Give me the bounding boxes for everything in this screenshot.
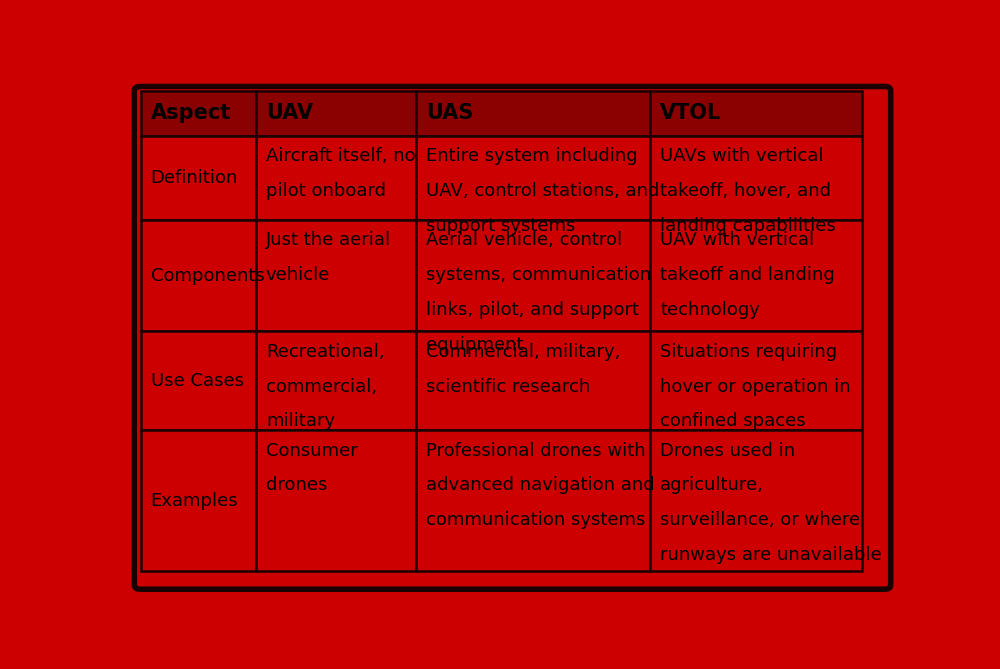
Bar [650, 331, 862, 430]
Bar [650, 430, 862, 571]
Text: UAVs with vertical
takeoff, hover, and
landing capabilities: UAVs with vertical takeoff, hover, and l… [660, 147, 836, 235]
Bar [256, 90, 416, 136]
Text: UAV with vertical
takeoff and landing
technology: UAV with vertical takeoff and landing te… [660, 231, 835, 319]
Text: Recreational,
commercial,
military: Recreational, commercial, military [266, 343, 385, 430]
Text: Entire system including
UAV, control stations, and
support systems: Entire system including UAV, control sta… [426, 147, 659, 235]
Text: Examples: Examples [151, 492, 238, 510]
Text: Aspect: Aspect [151, 103, 231, 123]
Bar [256, 220, 416, 331]
Text: Aircraft itself, no
pilot onboard: Aircraft itself, no pilot onboard [266, 147, 416, 200]
Bar [140, 220, 256, 331]
Bar [416, 220, 650, 331]
Bar [140, 430, 256, 571]
Text: Components: Components [151, 267, 264, 285]
Bar [256, 430, 416, 571]
Text: Just the aerial
vehicle: Just the aerial vehicle [266, 231, 391, 284]
Text: Aerial vehicle, control
systems, communication
links, pilot, and support
equipme: Aerial vehicle, control systems, communi… [426, 231, 651, 354]
Bar [416, 136, 650, 220]
Text: Drones used in
agriculture,
surveillance, or where
runways are unavailable: Drones used in agriculture, surveillance… [660, 442, 882, 564]
Text: UAS: UAS [426, 103, 473, 123]
Text: UAV: UAV [266, 103, 313, 123]
Bar [650, 136, 862, 220]
Bar [416, 430, 650, 571]
Text: Professional drones with
advanced navigation and
communication systems: Professional drones with advanced naviga… [426, 442, 654, 529]
FancyBboxPatch shape [134, 86, 891, 589]
Text: Use Cases: Use Cases [151, 372, 244, 390]
Text: Definition: Definition [151, 169, 238, 187]
Bar [416, 331, 650, 430]
Bar [140, 136, 256, 220]
Bar [650, 90, 862, 136]
Bar [650, 220, 862, 331]
Bar [140, 331, 256, 430]
Bar [416, 90, 650, 136]
Bar [140, 90, 256, 136]
Text: Situations requiring
hover or operation in
confined spaces: Situations requiring hover or operation … [660, 343, 851, 430]
Bar [256, 331, 416, 430]
Text: Commercial, military,
scientific research: Commercial, military, scientific researc… [426, 343, 620, 395]
Text: VTOL: VTOL [660, 103, 721, 123]
Bar [256, 136, 416, 220]
Text: Consumer
drones: Consumer drones [266, 442, 358, 494]
